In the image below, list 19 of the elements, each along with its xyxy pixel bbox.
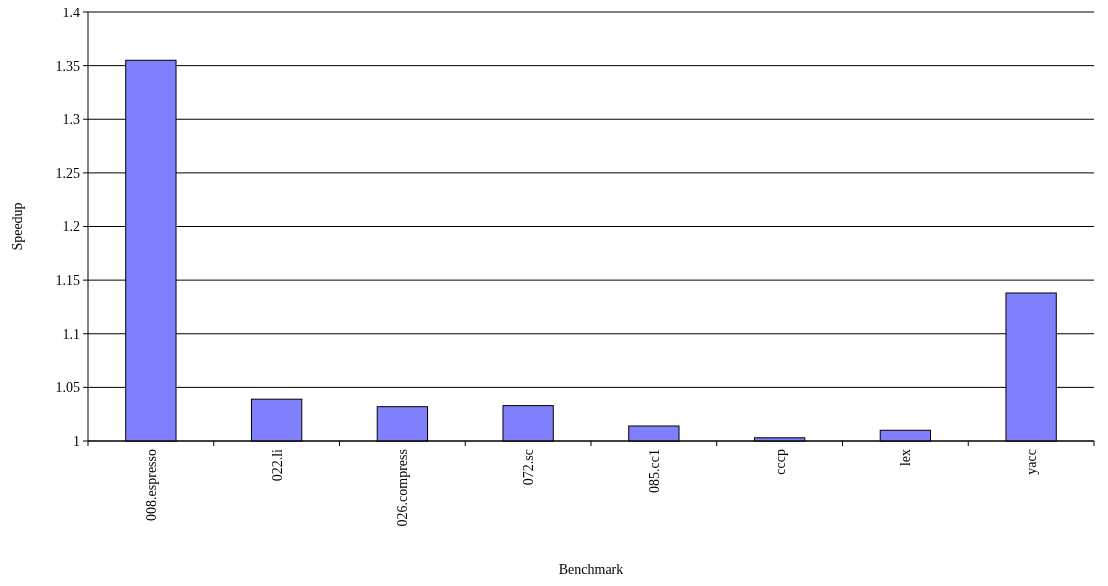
- x-tick-label: 008.espresso: [143, 449, 159, 521]
- x-tick-label: 026.compress: [395, 449, 411, 527]
- x-axis-title: Benchmark: [558, 562, 624, 577]
- y-tick-label: 1.4: [62, 4, 80, 20]
- y-tick-label: 1.3: [62, 112, 80, 128]
- x-tick-label: 085.cc1: [646, 449, 662, 493]
- y-tick-label: 1.15: [55, 273, 80, 289]
- y-tick-label: 1.1: [62, 326, 80, 342]
- y-tick-label: 1.2: [62, 219, 80, 235]
- y-tick-label: 1: [73, 433, 80, 449]
- y-tick-label: 1.05: [55, 380, 80, 396]
- y-tick-label: 1.35: [55, 58, 80, 74]
- x-tick-label: yacc: [1024, 449, 1040, 475]
- x-tick-label: cccp: [772, 449, 788, 475]
- x-tick-label: lex: [898, 449, 914, 467]
- x-tick-label: 022.li: [269, 448, 285, 482]
- x-tick-label: 072.sc: [521, 449, 537, 486]
- y-axis-title: Speedup: [10, 202, 25, 251]
- y-tick-label: 1.25: [55, 165, 80, 181]
